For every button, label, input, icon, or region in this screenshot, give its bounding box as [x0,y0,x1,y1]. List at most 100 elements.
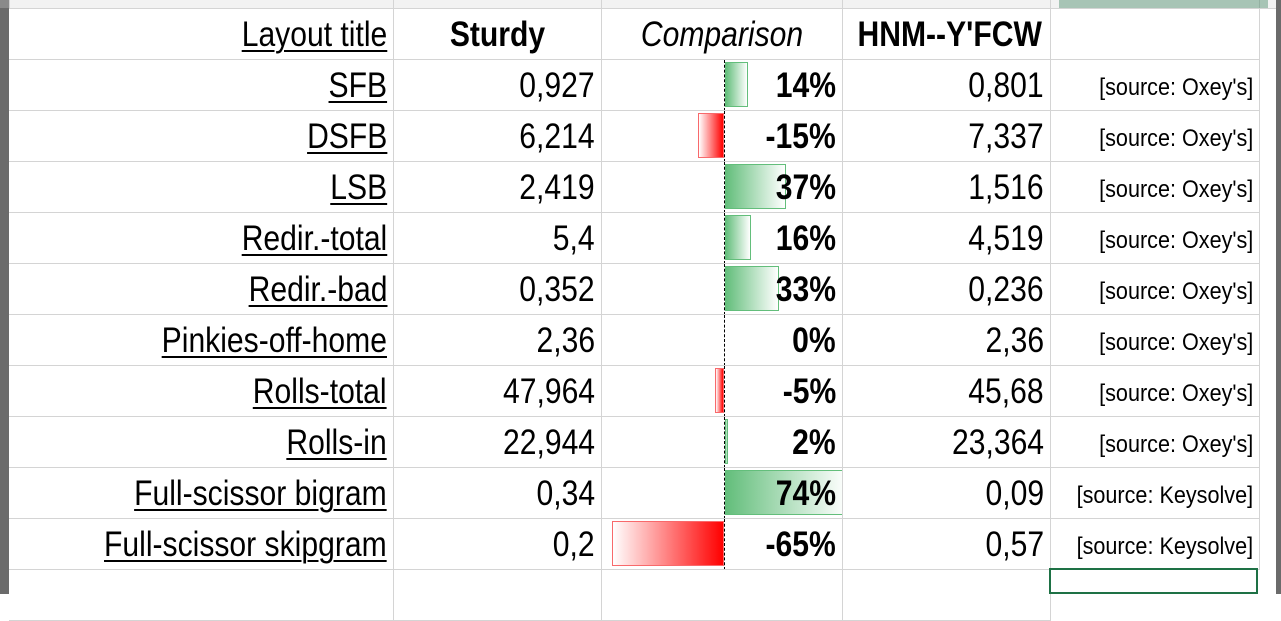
layout-a-value-cell[interactable]: 0,2 [394,519,602,570]
layout-b-value-cell[interactable]: 0,09 [843,468,1051,519]
header-cell-comparison[interactable]: Comparison [602,9,843,60]
row-header-strip [0,0,9,594]
metric-label-cell[interactable]: Full-scissor skipgram [9,519,394,570]
source-cell[interactable]: [source: Oxey's] [1051,111,1260,162]
data-bar [725,419,729,464]
source-cell[interactable]: [source: Oxey's] [1051,315,1260,366]
percent-change: 74% [775,474,836,513]
layout-b-name: HNM--Y'FCW [857,15,1042,54]
metric-label: SFB [328,66,387,105]
source-note: [source: Oxey's] [1098,278,1253,305]
empty-cell[interactable] [602,570,843,621]
empty-cell[interactable] [9,570,394,621]
source-note: [source: Oxey's] [1098,227,1253,254]
source-note: [source: Keysolve] [1076,533,1253,560]
metric-label-cell[interactable]: Rolls-total [9,366,394,417]
window-edge-right [1276,0,1281,594]
metric-label-cell[interactable]: SFB [9,60,394,111]
data-bar [725,470,842,515]
metric-label: Rolls-in [286,423,387,462]
data-bar [725,215,752,260]
comparison-cell[interactable]: 14% [602,60,843,111]
layout-b-value-cell[interactable]: 4,519 [843,213,1051,264]
metric-label-cell[interactable]: Redir.-bad [9,264,394,315]
metric-label-cell[interactable]: Full-scissor bigram [9,468,394,519]
empty-cell[interactable] [394,570,602,621]
comparison-cell[interactable]: 74% [602,468,843,519]
percent-change: 16% [775,219,836,258]
layout-b-value-cell[interactable]: 1,516 [843,162,1051,213]
layout-b-value-cell[interactable]: 0,57 [843,519,1051,570]
source-note: [source: Oxey's] [1098,380,1253,407]
comparison-cell[interactable]: -5% [602,366,843,417]
layout-b-value: 45,68 [968,372,1044,411]
source-cell[interactable]: [source: Oxey's] [1051,162,1260,213]
source-cell[interactable]: [source: Keysolve] [1051,468,1260,519]
source-cell[interactable]: [source: Oxey's] [1051,60,1260,111]
empty-cell[interactable] [843,570,1051,621]
layout-a-value-cell[interactable]: 47,964 [394,366,602,417]
layout-b-value: 4,519 [968,219,1044,258]
column-header-strip [9,0,1276,9]
comparison-cell[interactable]: 37% [602,162,843,213]
layout-b-value-cell[interactable]: 45,68 [843,366,1051,417]
header-cell-layout-a[interactable]: Sturdy [394,9,602,60]
comparison-cell[interactable]: 2% [602,417,843,468]
layout-a-value-cell[interactable]: 6,214 [394,111,602,162]
comparison-cell[interactable]: -15% [602,111,843,162]
layout-title-text: Layout title [241,15,387,54]
metric-label: LSB [330,168,387,207]
zero-axis [724,366,725,416]
metric-label-cell[interactable]: LSB [9,162,394,213]
zero-axis [724,60,725,110]
layout-a-value: 0,927 [519,66,595,105]
layout-b-value-cell[interactable]: 0,801 [843,60,1051,111]
header-cell-layout-b[interactable]: HNM--Y'FCW [843,9,1051,60]
metric-label: Rolls-total [253,372,387,411]
source-cell[interactable]: [source: Oxey's] [1051,417,1260,468]
layout-a-value-cell[interactable]: 5,4 [394,213,602,264]
comparison-cell[interactable]: 33% [602,264,843,315]
source-note: [source: Oxey's] [1098,125,1253,152]
percent-change: 37% [775,168,836,207]
comparison-cell[interactable]: 16% [602,213,843,264]
source-cell[interactable]: [source: Oxey's] [1051,264,1260,315]
source-cell[interactable]: [source: Oxey's] [1051,213,1260,264]
layout-a-value: 22,944 [502,423,595,462]
layout-a-value-cell[interactable]: 22,944 [394,417,602,468]
layout-a-name: Sturdy [449,15,546,54]
zero-axis [724,162,725,212]
layout-a-value-cell[interactable]: 0,352 [394,264,602,315]
layout-b-value: 0,57 [985,525,1044,564]
source-cell[interactable]: [source: Keysolve] [1051,519,1260,570]
header-cell-empty[interactable] [1051,9,1260,60]
source-note: [source: Oxey's] [1098,431,1253,458]
layout-b-value: 0,09 [985,474,1044,513]
layout-b-value-cell[interactable]: 2,36 [843,315,1051,366]
percent-change: -65% [765,525,836,564]
layout-b-value: 0,801 [968,66,1044,105]
layout-b-value-cell[interactable]: 7,337 [843,111,1051,162]
metric-label: Redir.-bad [248,270,387,309]
metric-label-cell[interactable]: DSFB [9,111,394,162]
layout-b-value-cell[interactable]: 23,364 [843,417,1051,468]
layout-a-value-cell[interactable]: 0,927 [394,60,602,111]
layout-a-value-cell[interactable]: 2,419 [394,162,602,213]
metric-label-cell[interactable]: Rolls-in [9,417,394,468]
data-bar [698,113,724,158]
data-bar [725,266,780,311]
source-note: [source: Oxey's] [1098,176,1253,203]
source-cell[interactable]: [source: Oxey's] [1051,366,1260,417]
zero-axis [724,213,725,263]
data-bar [715,368,724,413]
layout-b-value-cell[interactable]: 0,236 [843,264,1051,315]
comparison-cell[interactable]: -65% [602,519,843,570]
layout-a-value-cell[interactable]: 0,34 [394,468,602,519]
comparison-cell[interactable]: 0% [602,315,843,366]
selected-cell[interactable] [1049,568,1258,594]
metric-label-cell[interactable]: Redir.-total [9,213,394,264]
source-note: [source: Oxey's] [1098,74,1253,101]
metric-label-cell[interactable]: Pinkies-off-home [9,315,394,366]
layout-a-value-cell[interactable]: 2,36 [394,315,602,366]
header-cell-layout-title[interactable]: Layout title [9,9,394,60]
